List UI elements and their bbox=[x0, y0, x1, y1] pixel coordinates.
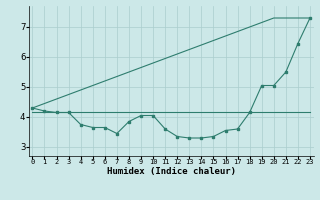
X-axis label: Humidex (Indice chaleur): Humidex (Indice chaleur) bbox=[107, 167, 236, 176]
